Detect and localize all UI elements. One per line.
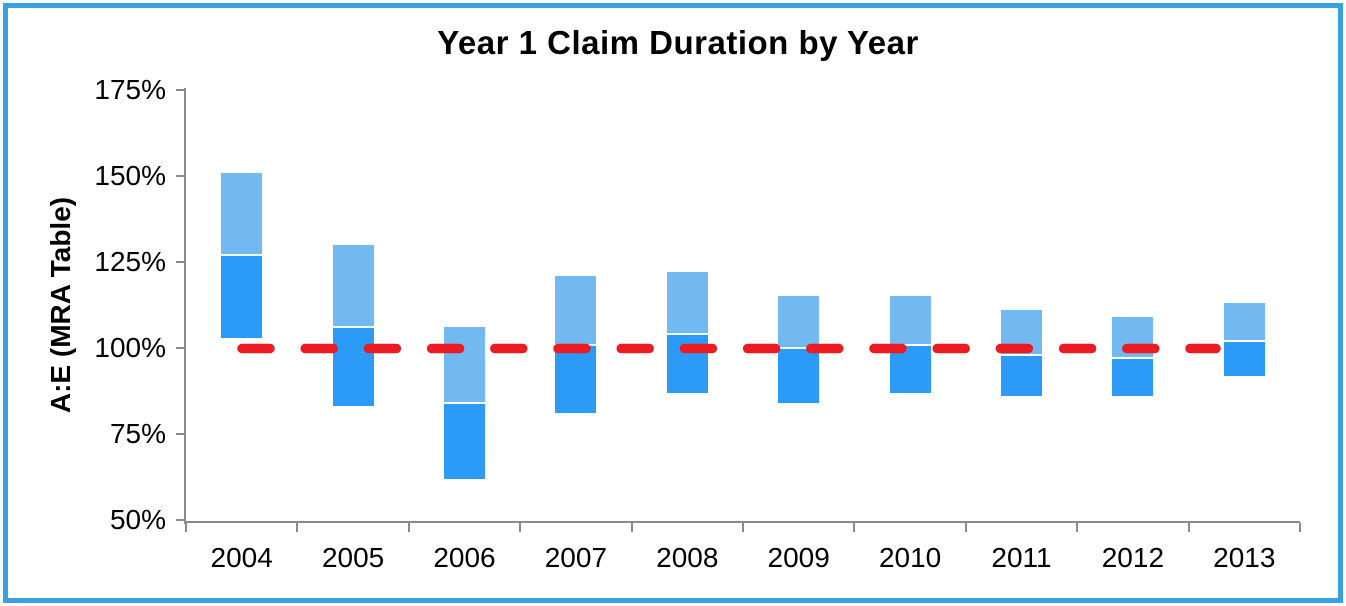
x-tick-mark	[630, 523, 633, 532]
x-tick-mark	[853, 523, 856, 532]
x-tick-mark	[1187, 523, 1190, 532]
bar-lower-segment-2010	[889, 345, 931, 393]
bar-lower-segment-2006	[444, 404, 485, 479]
x-tick-label: 2013	[1213, 542, 1276, 573]
y-tick-mark	[176, 89, 184, 91]
x-tick-mark	[1076, 523, 1079, 532]
y-tick-mark	[176, 261, 184, 263]
bar-upper-segment-2010	[889, 296, 931, 344]
x-tick-label: 2011	[991, 542, 1052, 573]
x-tick-label: 2010	[878, 542, 942, 573]
bar-lower-segment-2009	[778, 349, 820, 404]
y-tick-label: 150%	[94, 160, 166, 191]
bar-upper-segment-2007	[555, 275, 597, 344]
bar-lower-segment-2012	[1112, 359, 1154, 397]
x-tick-mark	[407, 523, 410, 532]
x-tick-label: 2008	[656, 542, 719, 573]
bar-lower-segment-2011	[1001, 355, 1042, 397]
x-tick-label: 2012	[1101, 542, 1165, 573]
x-tick-label: 2006	[433, 542, 496, 573]
bar-lower-segment-2007	[555, 345, 597, 414]
bar-upper-segment-2004	[221, 172, 263, 255]
y-tick-mark	[176, 175, 184, 177]
y-tick-label: 125%	[94, 246, 166, 277]
x-tick-label: 2005	[321, 542, 385, 573]
x-tick-label: 2007	[544, 542, 608, 573]
bar-upper-segment-2009	[778, 296, 820, 347]
chart-title: Year 1 Claim Duration by Year	[437, 24, 919, 61]
x-tick-mark	[1299, 523, 1301, 532]
bar-upper-segment-2006	[444, 327, 485, 403]
y-tick-mark	[176, 433, 184, 435]
y-axis	[184, 88, 186, 524]
x-axis	[184, 521, 1300, 523]
bar-lower-segment-2013	[1223, 342, 1265, 376]
bar-lower-segment-2004	[221, 256, 263, 338]
y-tick-label: 100%	[94, 332, 166, 363]
bar-lower-segment-2005	[332, 328, 374, 407]
y-tick-label: 175%	[94, 74, 166, 105]
x-tick-mark	[964, 523, 967, 532]
x-tick-mark	[185, 523, 187, 532]
bar-upper-segment-2013	[1223, 303, 1265, 341]
x-tick-label: 2004	[210, 542, 273, 573]
x-tick-mark	[296, 523, 299, 532]
bar-upper-segment-2008	[666, 272, 708, 334]
x-tick-label: 2009	[767, 542, 830, 573]
y-tick-mark	[176, 519, 184, 521]
y-tick-mark	[176, 347, 184, 349]
y-tick-label: 75%	[109, 418, 166, 449]
y-tick-label: 50%	[109, 504, 166, 535]
x-tick-mark	[742, 523, 744, 532]
x-tick-mark	[519, 523, 522, 532]
bar-upper-segment-2005	[332, 244, 374, 327]
